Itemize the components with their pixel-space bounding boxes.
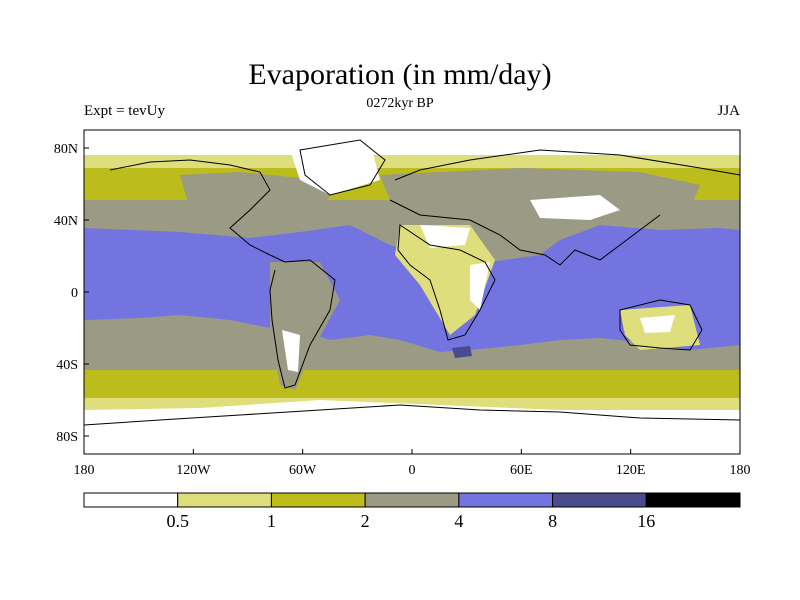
y-tick-label: 80N [54, 142, 78, 157]
map-field [84, 130, 740, 454]
x-axis: 180 120W 60W 0 60E 120E 180 [74, 449, 751, 478]
x-tick-label: 60W [289, 463, 317, 478]
eurasia-north-coast [394, 149, 740, 181]
colorbar-label: 4 [454, 511, 463, 531]
y-tick-label: 40N [54, 214, 78, 229]
coastlines [84, 139, 740, 426]
colorbar-swatch [552, 492, 647, 508]
y-tick-label: 40S [56, 358, 78, 373]
s-america-dry [282, 330, 300, 372]
x-tick-label: 120E [616, 463, 646, 478]
colorbar-label: 0.5 [166, 511, 189, 531]
colorbar-label: 2 [361, 511, 370, 531]
high-evap-patch [452, 346, 472, 358]
x-tick-label: 180 [730, 463, 751, 478]
s-america-coast [269, 259, 336, 389]
colorbar-label: 1 [267, 511, 276, 531]
x-tick-label: 60E [510, 463, 533, 478]
c-asia-dry [530, 195, 620, 220]
map-subtitle: 0272kyr BP [366, 96, 434, 111]
australia-coast [619, 299, 703, 351]
x-tick-label: 0 [409, 463, 416, 478]
eurasia-gray [380, 168, 700, 218]
africa-coast [397, 224, 496, 341]
experiment-label: Expt = tevUy [84, 103, 165, 119]
colorbar: 0.5 1 2 4 8 16 [83, 492, 741, 531]
greenland-coast [299, 139, 386, 196]
africa-interior [395, 225, 495, 335]
y-tick-label: 0 [71, 286, 78, 301]
colorbar-swatch [270, 492, 366, 508]
colorbar-swatch [177, 492, 272, 508]
y-tick-label: 80S [56, 430, 78, 445]
e-africa-dry [470, 262, 490, 310]
australia-dry [640, 315, 675, 333]
n-america-coast [109, 159, 286, 263]
band-4-to-8 [84, 225, 740, 352]
map-title: Evaporation (in mm/day) [248, 58, 552, 91]
colorbar-swatch [364, 492, 460, 508]
colorbar-swatch [83, 492, 179, 508]
colorbar-swatch [645, 492, 741, 508]
season-label: JJA [717, 103, 740, 119]
greenland-dry [290, 142, 380, 195]
n-america-gray [180, 172, 330, 215]
sahara-dry [420, 225, 470, 248]
colorbar-label: 8 [548, 511, 557, 531]
colorbar-label: 16 [637, 511, 655, 531]
x-tick-label: 120W [176, 463, 211, 478]
colorbar-swatch [458, 492, 554, 508]
antarctica-coast [84, 404, 740, 426]
x-tick-label: 180 [74, 463, 95, 478]
y-axis: 80N 40N 0 40S 80S [54, 142, 89, 445]
eurasia-south-coast [389, 199, 661, 266]
